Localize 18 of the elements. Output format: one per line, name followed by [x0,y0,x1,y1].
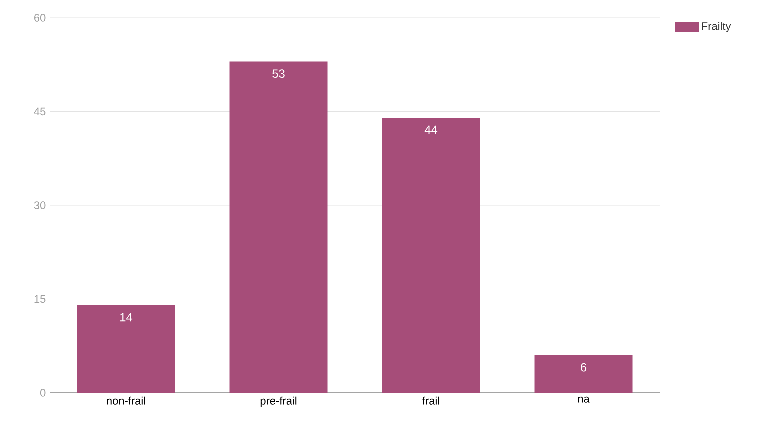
x-tick-label: non-frail [107,396,146,405]
y-tick-label: 15 [34,295,46,304]
data-label: 6 [581,363,587,372]
data-label: 53 [272,70,285,78]
x-tick-label: na [578,396,590,403]
bar [382,118,480,393]
x-tick-label: pre-frail [260,396,297,408]
data-label: 14 [120,313,133,322]
data-label: 44 [424,126,438,134]
bar [77,306,176,393]
y-tick-label: 45 [34,108,46,116]
x-tick-label: frail [422,396,440,405]
y-tick-label: 30 [34,202,46,210]
legend-label: Frailty [702,22,732,32]
bar [534,356,633,393]
y-tick-label: 60 [34,14,46,22]
y-tick-label: 0 [40,389,46,397]
bar [230,62,328,393]
